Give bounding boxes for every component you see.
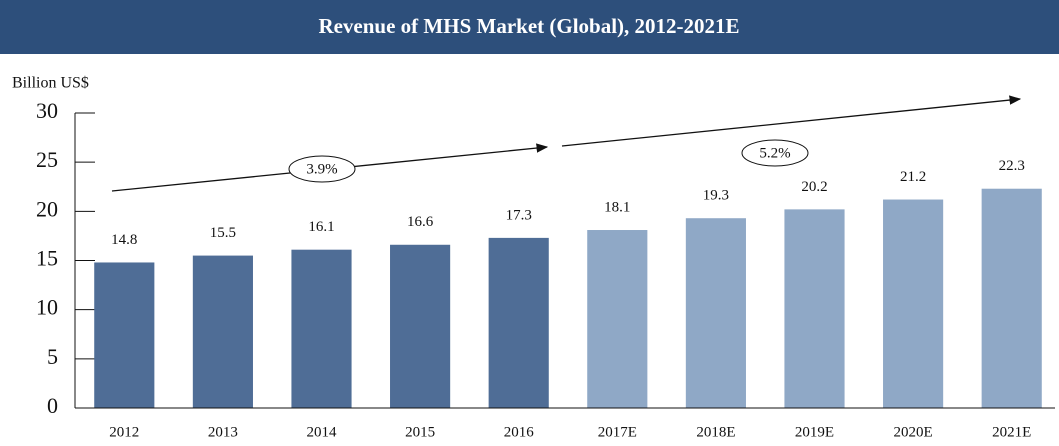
bar <box>94 262 155 408</box>
y-tick-label: 20 <box>36 196 58 221</box>
y-tick-label: 30 <box>36 98 58 123</box>
value-label: 15.5 <box>210 225 236 241</box>
value-label: 14.8 <box>111 232 137 248</box>
bar <box>784 209 845 408</box>
title-banner <box>0 0 1059 54</box>
x-tick-label: 2014 <box>307 424 338 440</box>
value-label: 17.3 <box>506 207 532 223</box>
chart-title: Revenue of MHS Market (Global), 2012-202… <box>318 14 739 38</box>
x-tick-label: 2015 <box>405 424 435 440</box>
x-tick-label: 2020E <box>894 424 933 440</box>
annotation-ellipse <box>741 139 809 167</box>
x-tick-label: 2018E <box>696 424 735 440</box>
bar <box>587 230 648 408</box>
y-tick-label: 10 <box>36 295 58 320</box>
bar <box>883 199 944 408</box>
bar <box>981 188 1042 408</box>
value-label: 16.1 <box>308 219 334 235</box>
value-label: 20.2 <box>801 179 827 195</box>
y-tick-label: 15 <box>36 246 58 271</box>
x-tick-label: 2017E <box>598 424 637 440</box>
x-tick-label: 2016 <box>504 424 535 440</box>
bar <box>192 255 253 408</box>
x-tick-label: 2012 <box>109 424 139 440</box>
bar <box>488 237 549 408</box>
annotation-ellipse <box>288 155 356 183</box>
value-label: 22.3 <box>999 158 1025 174</box>
trend-arrow <box>561 95 1022 147</box>
x-tick-label: 2019E <box>795 424 834 440</box>
y-axis-label: Billion US$ <box>12 75 89 92</box>
value-label: 16.6 <box>407 214 434 230</box>
y-tick-label: 5 <box>47 344 58 369</box>
y-tick-label: 25 <box>36 147 58 172</box>
annotation: 3.9% <box>306 161 337 177</box>
bar <box>390 244 451 408</box>
x-tick-label: 2021E <box>992 424 1031 440</box>
y-tick-label: 0 <box>47 393 58 418</box>
value-label: 19.3 <box>703 188 729 204</box>
value-label: 18.1 <box>604 199 630 215</box>
x-tick-label: 2013 <box>208 424 238 440</box>
bar <box>685 218 746 408</box>
value-label: 21.2 <box>900 169 926 185</box>
bar <box>291 249 352 408</box>
annotation: 5.2% <box>759 145 790 161</box>
